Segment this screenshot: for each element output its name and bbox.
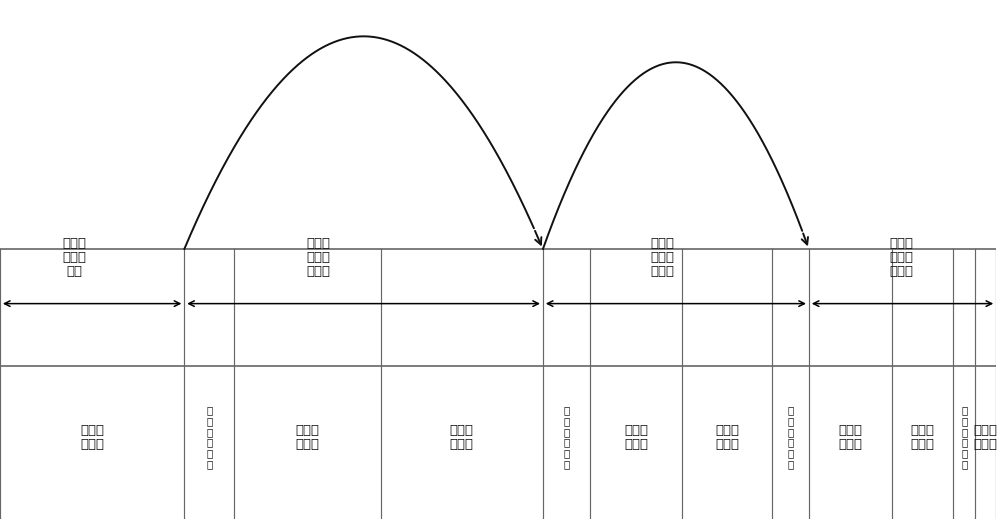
Text: 保
护
时
间
间
隔: 保 护 时 间 间 隔: [563, 405, 569, 469]
Text: 保
护
时
间
间
隔: 保 护 时 间 间 隔: [787, 405, 794, 469]
Text: 保
护
时
间
间
隔: 保 护 时 间 间 隔: [961, 405, 967, 469]
Text: 初始传
输时间
间隔: 初始传 输时间 间隔: [63, 237, 87, 278]
Text: 上行时
间间隔: 上行时 间间隔: [838, 424, 862, 451]
Text: 下行时
间间隔: 下行时 间间隔: [715, 424, 739, 451]
Text: 下行时
间间隔: 下行时 间间隔: [80, 424, 104, 451]
Text: 下行时
间间隔: 下行时 间间隔: [910, 424, 934, 451]
Text: 第一次
传输时
间间隔: 第一次 传输时 间间隔: [307, 237, 331, 278]
Text: 下行时
间间隔: 下行时 间间隔: [450, 424, 474, 451]
Text: 上行时
间间隔: 上行时 间间隔: [974, 424, 998, 451]
Text: 上行时
间间隔: 上行时 间间隔: [295, 424, 319, 451]
Text: 保
护
时
间
间
隔: 保 护 时 间 间 隔: [206, 405, 212, 469]
Text: 上行时
间间隔: 上行时 间间隔: [624, 424, 648, 451]
Text: 第二次
传输时
间间隔: 第二次 传输时 间间隔: [650, 237, 674, 278]
Text: 第三次
传输时
间间隔: 第三次 传输时 间间隔: [890, 237, 914, 278]
